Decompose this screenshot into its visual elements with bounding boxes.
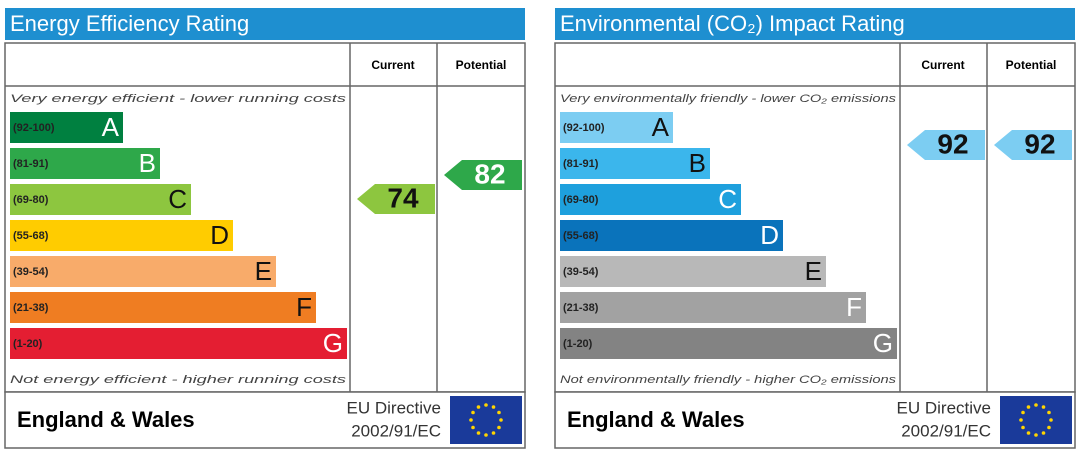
eu-star <box>1049 418 1053 422</box>
eu-star <box>1021 410 1025 415</box>
eu-star <box>471 425 475 430</box>
eu-star <box>491 431 496 435</box>
rating-panel: Environmental (CO₂) Impact Rating Current… <box>554 8 1076 449</box>
footer-box <box>554 391 1076 449</box>
footer-directive: EU Directive <box>897 398 991 417</box>
footer-directive: 2002/91/EC <box>351 421 441 440</box>
panel-title: Energy Efficiency Rating <box>10 11 249 36</box>
eu-star <box>1026 431 1031 435</box>
band-letter: G <box>323 328 343 358</box>
eu-star <box>491 405 496 409</box>
eu-star <box>471 410 475 415</box>
band-range: (1-20) <box>563 338 593 350</box>
band-bar <box>560 184 741 215</box>
rating-value: 92 <box>937 128 968 159</box>
eu-star <box>1019 418 1023 422</box>
band-range: (55-68) <box>13 230 49 242</box>
band-range: (39-54) <box>563 266 599 278</box>
band-bar <box>560 292 866 323</box>
band-letter: D <box>210 220 229 250</box>
band-bar <box>10 328 347 359</box>
band-range: (55-68) <box>563 230 599 242</box>
footer-region: England & Wales <box>567 407 745 432</box>
eu-star <box>1041 431 1046 435</box>
band-range: (21-38) <box>13 302 49 314</box>
rating-arrow <box>907 130 985 160</box>
top-note: Very environmentally friendly - lower CO… <box>560 93 897 105</box>
bottom-note: Not environmentally friendly - higher CO… <box>560 374 897 386</box>
eu-star <box>497 410 501 415</box>
top-note: Very energy efficient - lower running co… <box>10 93 347 105</box>
band-letter: A <box>102 112 120 142</box>
eu-star <box>1041 405 1046 409</box>
band-range: (81-91) <box>563 158 599 170</box>
rating-panel: Energy Efficiency Rating Current Potential… <box>4 8 526 449</box>
band-letter: D <box>760 220 779 250</box>
band-letter: F <box>846 292 862 322</box>
bottom-note: Not energy efficient - higher running co… <box>10 374 347 386</box>
eu-star <box>1047 410 1051 415</box>
eu-star <box>469 418 473 422</box>
header-potential: Potential <box>1006 58 1057 72</box>
band-bar <box>560 112 673 143</box>
band-range: (69-80) <box>13 194 49 206</box>
rating-arrow <box>994 130 1072 160</box>
footer-directive: 2002/91/EC <box>901 421 991 440</box>
title-bar <box>5 8 525 40</box>
rating-arrow <box>357 184 435 214</box>
band-range: (92-100) <box>563 122 605 134</box>
eu-star <box>476 405 481 409</box>
band-bar <box>560 256 826 287</box>
eu-star <box>484 433 488 437</box>
band-letter: C <box>718 184 737 214</box>
footer-region: England & Wales <box>17 407 195 432</box>
band-letter: E <box>805 256 822 286</box>
panel-title: Environmental (CO₂) Impact Rating <box>560 11 905 36</box>
eu-star <box>476 431 481 435</box>
rating-value: 74 <box>387 182 419 213</box>
rating-value: 92 <box>1024 128 1055 159</box>
rating-arrow <box>444 160 522 190</box>
band-bar <box>10 292 316 323</box>
band-letter: G <box>873 328 893 358</box>
eu-star <box>1034 403 1038 407</box>
eu-star <box>497 425 501 430</box>
band-letter: C <box>168 184 187 214</box>
band-range: (21-38) <box>563 302 599 314</box>
band-bar <box>560 148 710 179</box>
band-letter: F <box>296 292 312 322</box>
header-potential: Potential <box>456 58 507 72</box>
band-bar <box>10 148 160 179</box>
band-range: (39-54) <box>13 266 49 278</box>
eu-star <box>1034 433 1038 437</box>
header-current: Current <box>371 58 414 72</box>
band-bar <box>560 220 783 251</box>
band-bar <box>10 256 276 287</box>
band-bar <box>560 328 897 359</box>
band-bar <box>10 220 233 251</box>
eu-star <box>1047 425 1051 430</box>
eu-star <box>1026 405 1031 409</box>
band-bar <box>10 112 123 143</box>
title-bar <box>555 8 1075 40</box>
eu-star <box>1021 425 1025 430</box>
band-letter: B <box>139 148 156 178</box>
footer-box <box>4 391 526 449</box>
band-range: (81-91) <box>13 158 49 170</box>
band-letter: B <box>689 148 706 178</box>
band-range: (1-20) <box>13 338 43 350</box>
rating-value: 82 <box>474 158 505 189</box>
footer-directive: EU Directive <box>347 398 441 417</box>
band-range: (92-100) <box>13 122 55 134</box>
eu-star <box>499 418 503 422</box>
band-letter: E <box>255 256 272 286</box>
eu-star <box>484 403 488 407</box>
band-range: (69-80) <box>563 194 599 206</box>
header-current: Current <box>921 58 964 72</box>
band-letter: A <box>652 112 670 142</box>
band-bar <box>10 184 191 215</box>
